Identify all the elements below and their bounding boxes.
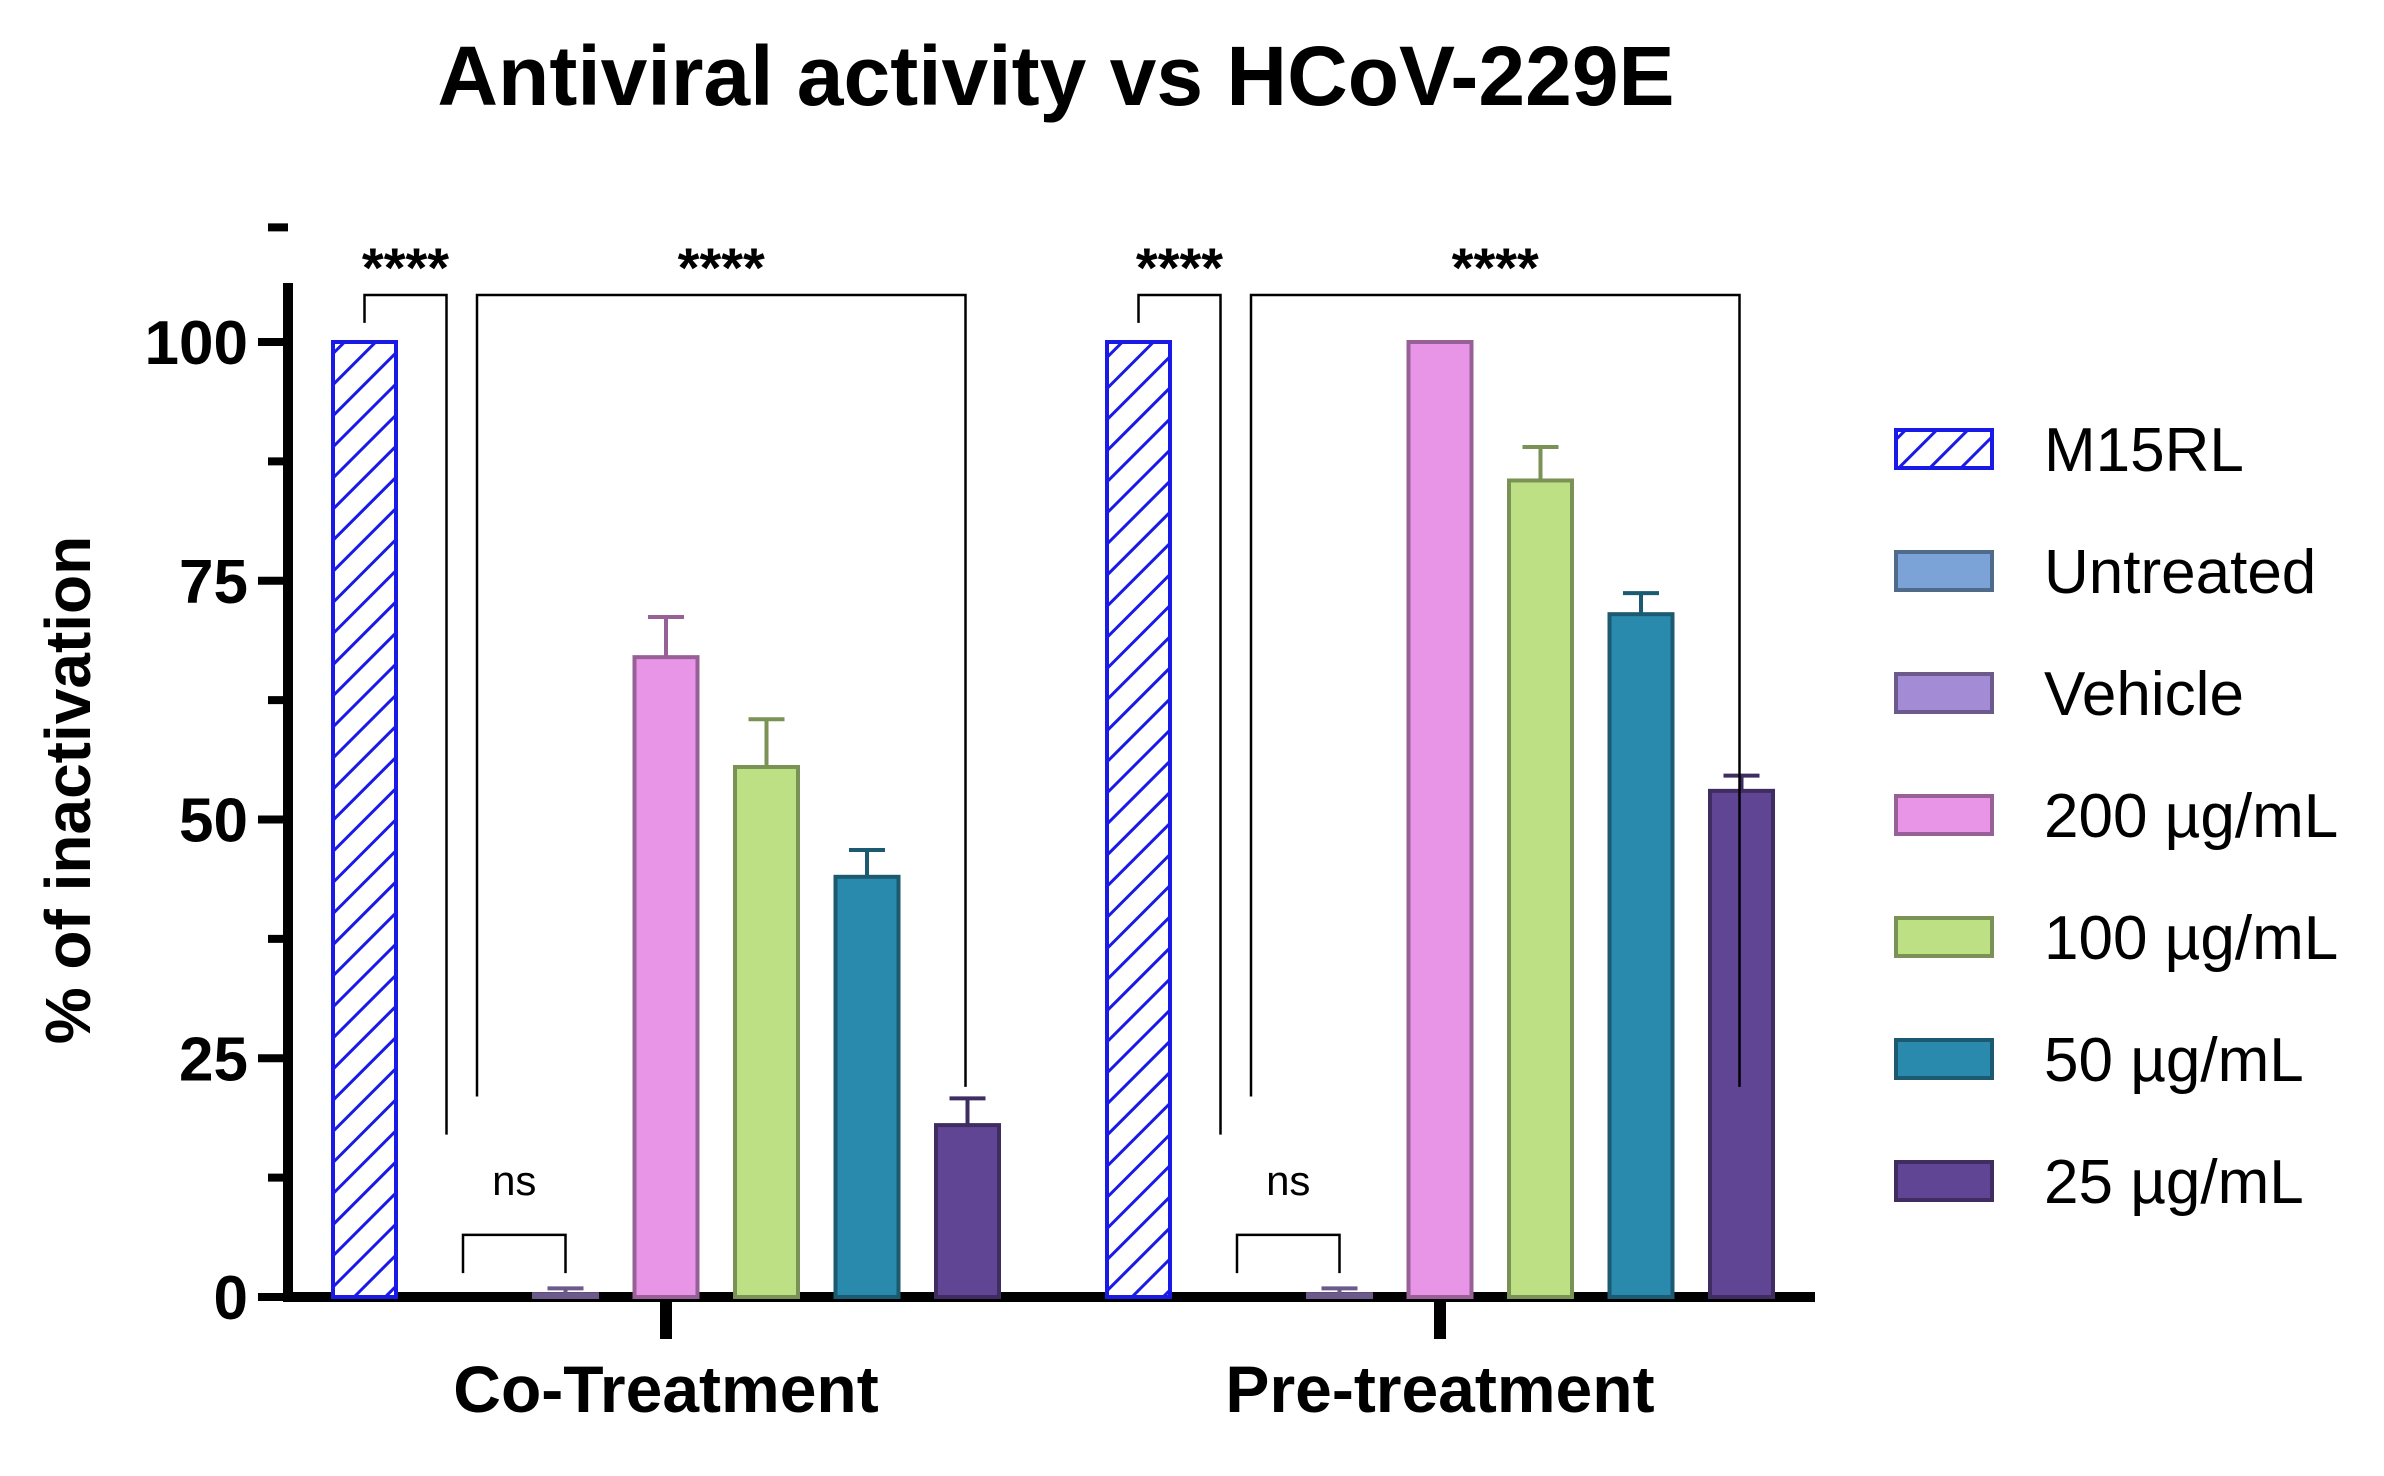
significance-label: **** — [1452, 236, 1539, 299]
bar — [1105, 340, 1172, 1299]
significance-bracket — [475, 293, 967, 1097]
bar — [632, 655, 700, 1299]
y-tick-label: 50 — [179, 787, 248, 856]
bar — [532, 1292, 599, 1300]
legend: M15RL Untreated Vehicle 200 µg/mL 100 µg/mL 5… — [1894, 416, 2338, 1217]
ns-label: ns — [492, 1157, 536, 1204]
ns-label: ns — [1266, 1157, 1310, 1204]
significance-bracket — [363, 293, 448, 1135]
legend-swatch — [1894, 550, 1994, 592]
bar — [833, 874, 901, 1299]
legend-swatch — [1894, 916, 1994, 958]
ns-bracket — [461, 1233, 567, 1274]
legend-label: Untreated — [2044, 538, 2316, 607]
significance-bracket — [1249, 293, 1741, 1097]
ns-bracket — [1235, 1233, 1341, 1274]
bar — [1306, 1292, 1373, 1300]
bar — [331, 340, 398, 1299]
y-tick-label: 100 — [145, 309, 248, 378]
legend-label: M15RL — [2044, 416, 2244, 485]
y-tick-label: 75 — [179, 548, 248, 617]
bar — [1406, 340, 1474, 1299]
bar — [1708, 788, 1775, 1299]
bar — [934, 1123, 1001, 1299]
legend-swatch — [1894, 794, 1994, 836]
x-category-label: Co-Treatment — [453, 1352, 878, 1426]
significance-bracket — [1137, 293, 1222, 1135]
bar — [733, 764, 800, 1299]
legend-swatch — [1894, 1038, 1994, 1080]
legend-label: 200 µg/mL — [2044, 782, 2338, 851]
chart-title: Antiviral activity vs HCoV-229E — [437, 29, 1674, 123]
legend-swatch — [1894, 428, 1994, 470]
significance-label: **** — [362, 236, 449, 299]
y-tick-label: 0 — [214, 1264, 248, 1333]
legend-swatch — [1894, 1160, 1994, 1202]
bar — [1507, 478, 1574, 1300]
y-tick-label: 25 — [179, 1025, 248, 1094]
plot-area: 0 25 50 75 100 Co-Treatment Pre-treatment **** *… — [145, 223, 1815, 1426]
legend-label: 25 µg/mL — [2044, 1148, 2304, 1217]
y-axis-label: % of inactivation — [32, 536, 104, 1045]
legend-label: Vehicle — [2044, 660, 2244, 729]
legend-label: 50 µg/mL — [2044, 1026, 2304, 1095]
legend-label: 100 µg/mL — [2044, 904, 2338, 973]
x-category-label: Pre-treatment — [1225, 1352, 1654, 1426]
significance-label: **** — [1136, 236, 1223, 299]
significance-label: **** — [678, 236, 765, 299]
legend-swatch — [1894, 672, 1994, 714]
bar — [1607, 612, 1675, 1299]
